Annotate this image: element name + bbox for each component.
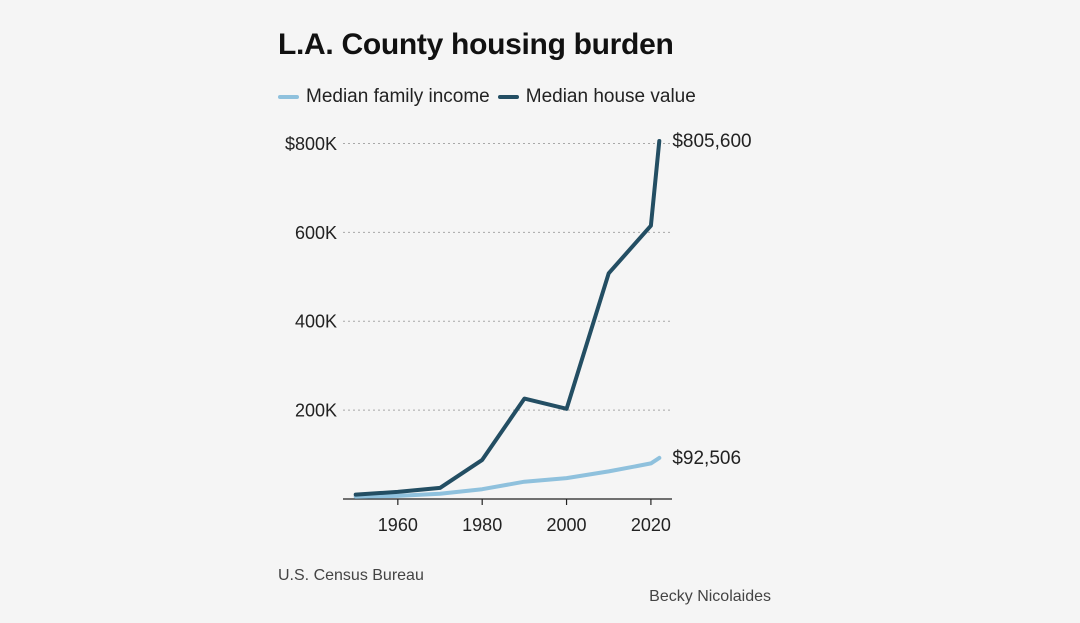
credit-note: Becky Nicolaides bbox=[649, 588, 771, 605]
legend-swatch-income bbox=[278, 95, 299, 99]
y-tick-label: 400K bbox=[295, 312, 337, 332]
x-tick-label: 2020 bbox=[631, 515, 671, 535]
legend-swatch-house-value bbox=[497, 95, 519, 99]
series-line-income bbox=[353, 455, 662, 499]
end-label-house-value: $805,600 bbox=[672, 131, 751, 152]
legend-item-income: Median family income bbox=[278, 86, 490, 108]
series-line-house-value bbox=[353, 139, 662, 497]
y-tick-label: 600K bbox=[295, 223, 337, 243]
legend-label-house-value: Median house value bbox=[525, 86, 696, 107]
x-tick-label: 2000 bbox=[547, 515, 587, 535]
legend-item-house-value: Median house value bbox=[497, 86, 696, 108]
y-tick-label: 200K bbox=[295, 401, 337, 421]
legend-label-income: Median family income bbox=[306, 86, 490, 107]
source-note: U.S. Census Bureau bbox=[278, 567, 424, 584]
x-tick-label: 1960 bbox=[378, 515, 418, 535]
y-tick-label: $800K bbox=[285, 134, 337, 154]
x-tick-label: 1980 bbox=[462, 515, 502, 535]
chart-title: L.A. County housing burden bbox=[278, 28, 674, 61]
chart-legend: Median family income Median house value bbox=[278, 86, 704, 108]
end-label-income: $92,506 bbox=[672, 448, 741, 469]
